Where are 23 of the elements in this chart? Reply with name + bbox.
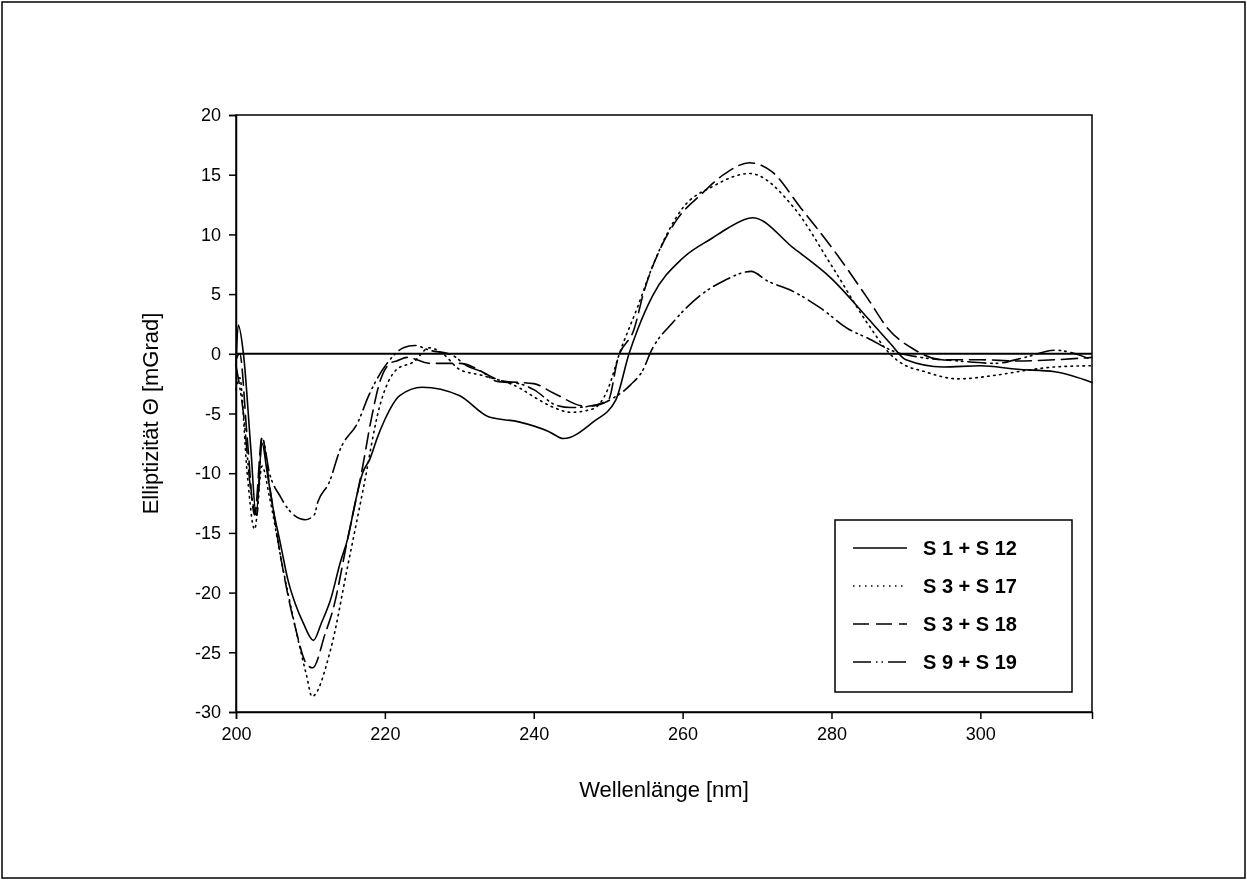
x-tick-label: 220: [370, 723, 401, 744]
x-axis-title: Wellenlänge [nm]: [579, 777, 749, 802]
y-tick-label: 10: [200, 224, 221, 245]
y-tick-label: 15: [200, 164, 221, 185]
y-tick-label: -20: [194, 582, 221, 603]
y-tick-label: -30: [194, 702, 221, 723]
x-tick-label: 240: [519, 723, 550, 744]
legend-label: S 3 + S 17: [923, 575, 1017, 597]
legend-label: S 9 + S 19: [923, 651, 1017, 673]
y-tick-label: -15: [194, 523, 221, 544]
y-tick-label: -5: [204, 403, 221, 424]
x-tick-label: 300: [965, 723, 996, 744]
y-tick-label: 20: [200, 105, 221, 126]
x-tick-label: 200: [221, 723, 252, 744]
y-axis-title: Elliptizität Θ [mGrad]: [138, 312, 163, 515]
legend-label: S 1 + S 12: [923, 537, 1017, 559]
legend-label: S 3 + S 18: [923, 613, 1017, 635]
y-tick-label: 5: [210, 284, 221, 305]
x-tick-label: 280: [816, 723, 847, 744]
y-tick-label: -10: [194, 463, 221, 484]
x-tick-label: 260: [668, 723, 699, 744]
y-tick-label: 0: [210, 344, 221, 365]
y-tick-label: -25: [194, 642, 221, 663]
